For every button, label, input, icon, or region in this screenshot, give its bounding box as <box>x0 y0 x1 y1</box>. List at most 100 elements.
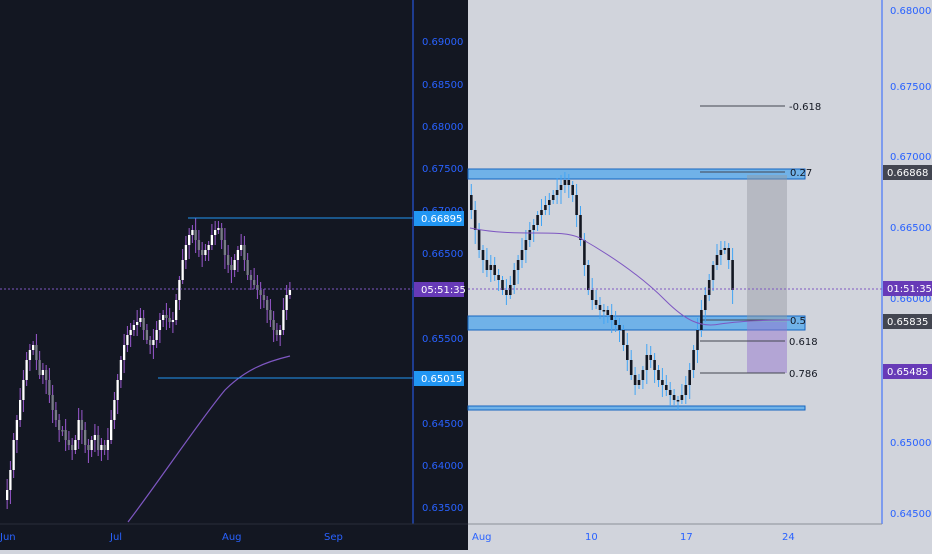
right-target-box[interactable] <box>747 175 787 322</box>
right-candle-body <box>497 275 500 280</box>
right-candle-body <box>509 285 512 295</box>
left-candle-body <box>32 345 35 350</box>
left-candle-body <box>249 275 253 280</box>
right-upper-supply-zone[interactable] <box>467 168 806 180</box>
right-candle-body <box>575 195 578 215</box>
left-candle-body <box>123 345 126 360</box>
right-mid-badge-text: 0.65835 <box>887 317 928 328</box>
right-x-label: 24 <box>782 532 795 543</box>
left-candle-body <box>178 280 181 300</box>
right-candle-body <box>544 205 547 210</box>
right-candle-body <box>680 395 684 400</box>
left-candle-body <box>168 318 171 322</box>
right-candle-body <box>473 210 477 230</box>
right-lower-badge-text: 0.65485 <box>887 367 928 378</box>
left-candle-body <box>162 315 165 320</box>
right-candle-body <box>567 180 571 185</box>
left-x-label: Jul <box>109 532 122 543</box>
right-candle-body <box>606 310 610 315</box>
right-candle-body <box>661 380 664 385</box>
right-candle-body <box>559 185 563 190</box>
right-candle-body <box>485 260 489 270</box>
left-candle-body <box>6 490 9 500</box>
right-candle-body <box>707 280 711 295</box>
right-y-label: 0.64500 <box>890 509 931 520</box>
left-candle-body <box>119 360 123 380</box>
left-candle-body <box>272 320 275 330</box>
left-candle-body <box>58 420 61 430</box>
right-candle-body <box>579 215 582 240</box>
left-candle-body <box>279 330 282 335</box>
fib-label: 0.5 <box>790 316 806 327</box>
left-candle-body <box>51 395 54 410</box>
left-candle-body <box>54 410 58 420</box>
left-candle-body <box>282 310 285 330</box>
left-candle-body <box>22 380 25 400</box>
left-candle-body <box>25 360 28 380</box>
left-candle-body <box>256 285 259 290</box>
fib-label: 0.618 <box>789 337 818 348</box>
left-candle-body <box>191 230 194 235</box>
left-x-label: Sep <box>324 532 343 543</box>
left-candle-body <box>285 295 288 310</box>
fib-label: 0.786 <box>789 369 818 380</box>
right-y-label: 0.66500 <box>890 223 931 234</box>
left-candle-body <box>38 360 41 375</box>
left-candle-body <box>116 380 119 400</box>
left-candle-body <box>165 315 168 318</box>
right-candle-body <box>516 260 520 270</box>
left-candle-body <box>48 380 51 395</box>
right-y-label: 0.66000 <box>890 294 931 305</box>
left-candle-body <box>259 290 262 295</box>
left-candle-body <box>80 420 84 430</box>
right-candle-body <box>614 320 617 325</box>
left-candle-body <box>204 250 207 255</box>
left-candle-body <box>207 245 210 250</box>
right-candles <box>470 172 734 410</box>
right-candle-body <box>657 370 660 380</box>
right-candle-body <box>563 180 567 185</box>
right-stop-box[interactable] <box>747 322 787 373</box>
left-candle-body <box>15 420 19 440</box>
left-countdown-badge-text: 05:51:35 <box>421 285 466 296</box>
left-resistance-badge: 0.66895 <box>414 211 464 226</box>
left-candle-body <box>227 255 230 265</box>
right-candle-body <box>676 400 680 402</box>
right-y-label: 0.68000 <box>890 6 931 17</box>
left-candle-body <box>262 295 266 300</box>
left-candle-body <box>188 235 191 245</box>
right-candle-body <box>618 325 621 330</box>
right-lower-zone[interactable] <box>467 405 806 411</box>
right-candle-body <box>528 230 532 240</box>
left-x-label: Jun <box>0 532 16 543</box>
right-candle-body <box>641 370 645 380</box>
right-y-label: 0.65000 <box>890 438 931 449</box>
right-moving-average <box>469 227 791 326</box>
right-candle-body <box>668 390 672 395</box>
left-candle-body <box>139 318 142 322</box>
left-x-label: Aug <box>222 532 242 543</box>
left-candle-body <box>201 250 204 255</box>
left-candle-body <box>103 445 106 450</box>
right-candle-body <box>645 355 649 370</box>
left-candle-body <box>240 245 243 250</box>
left-candle-body <box>197 240 201 250</box>
left-candle-body <box>217 228 220 230</box>
left-candle-body <box>266 300 269 310</box>
left-candle-body <box>233 260 236 270</box>
left-candle-body <box>64 430 67 440</box>
left-candle-body <box>9 470 12 490</box>
left-support-badge-text: 0.65015 <box>421 374 462 385</box>
right-candle-body <box>587 265 590 290</box>
right-x-label: 10 <box>585 532 598 543</box>
right-candle-body <box>481 250 485 260</box>
left-candle-body <box>145 330 149 340</box>
right-candle-body <box>477 230 481 250</box>
right-candle-body <box>637 380 641 385</box>
right-candle-body <box>551 195 555 200</box>
left-y-label: 0.68500 <box>422 80 463 91</box>
right-candle-body <box>590 290 594 300</box>
right-candle-body <box>692 350 695 370</box>
